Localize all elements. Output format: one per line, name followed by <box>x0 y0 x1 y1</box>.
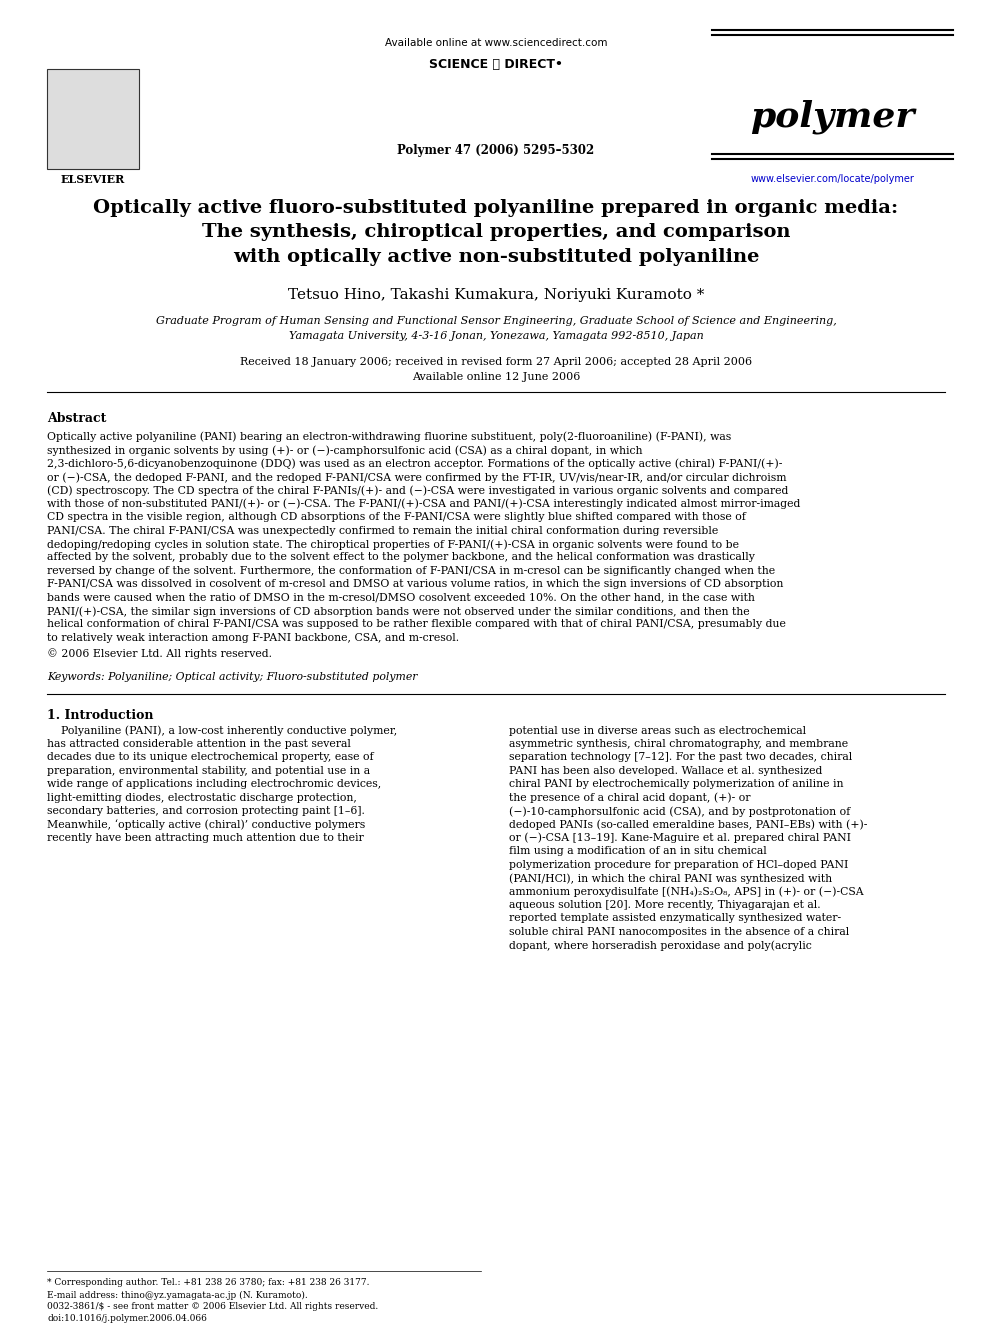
Text: or (−)-CSA [13–19]. Kane-Maguire et al. prepared chiral PANI: or (−)-CSA [13–19]. Kane-Maguire et al. … <box>510 832 851 843</box>
Text: polymerization procedure for preparation of HCl–doped PANI: polymerization procedure for preparation… <box>510 860 849 869</box>
Text: 1. Introduction: 1. Introduction <box>47 709 154 722</box>
Text: dedoped PANIs (so-called emeraldine bases, PANI–EBs) with (+)-: dedoped PANIs (so-called emeraldine base… <box>510 819 868 830</box>
Text: Tetsuo Hino, Takashi Kumakura, Noriyuki Kuramoto *: Tetsuo Hino, Takashi Kumakura, Noriyuki … <box>288 288 704 302</box>
Text: with those of non-substituted PANI/(+)- or (−)-CSA. The F-PANI/(+)-CSA and PANI/: with those of non-substituted PANI/(+)- … <box>47 499 801 509</box>
Text: Available online at www.sciencedirect.com: Available online at www.sciencedirect.co… <box>385 38 607 48</box>
FancyBboxPatch shape <box>47 70 139 169</box>
Text: PANI has been also developed. Wallace et al. synthesized: PANI has been also developed. Wallace et… <box>510 766 822 775</box>
Text: synthesized in organic solvents by using (+)- or (−)-camphorsulfonic acid (CSA) : synthesized in organic solvents by using… <box>47 445 643 455</box>
Text: Yamagata University, 4-3-16 Jonan, Yonezawa, Yamagata 992-8510, Japan: Yamagata University, 4-3-16 Jonan, Yonez… <box>289 331 703 340</box>
Text: Received 18 January 2006; received in revised form 27 April 2006; accepted 28 Ap: Received 18 January 2006; received in re… <box>240 357 752 368</box>
Text: polymer: polymer <box>750 99 915 134</box>
Text: or (−)-CSA, the dedoped F-PANI, and the redoped F-PANI/CSA were confirmed by the: or (−)-CSA, the dedoped F-PANI, and the … <box>47 472 787 483</box>
Text: bands were caused when the ratio of DMSO in the m-cresol/DMSO cosolvent exceeded: bands were caused when the ratio of DMSO… <box>47 593 755 602</box>
Text: ammonium peroxydisulfate [(NH₄)₂S₂O₈, APS] in (+)- or (−)-CSA: ammonium peroxydisulfate [(NH₄)₂S₂O₈, AP… <box>510 886 864 897</box>
Text: recently have been attracting much attention due to their: recently have been attracting much atten… <box>47 832 364 843</box>
Text: reported template assisted enzymatically synthesized water-: reported template assisted enzymatically… <box>510 913 841 923</box>
Text: PANI/(+)-CSA, the similar sign inversions of CD absorption bands were not observ: PANI/(+)-CSA, the similar sign inversion… <box>47 606 750 617</box>
Text: Polymer 47 (2006) 5295–5302: Polymer 47 (2006) 5295–5302 <box>398 144 594 157</box>
Text: Graduate Program of Human Sensing and Functional Sensor Engineering, Graduate Sc: Graduate Program of Human Sensing and Fu… <box>156 316 836 325</box>
Text: chiral PANI by electrochemically polymerization of aniline in: chiral PANI by electrochemically polymer… <box>510 779 844 790</box>
Text: the presence of a chiral acid dopant, (+)- or: the presence of a chiral acid dopant, (+… <box>510 792 751 803</box>
Text: potential use in diverse areas such as electrochemical: potential use in diverse areas such as e… <box>510 725 806 736</box>
Text: (CD) spectroscopy. The CD spectra of the chiral F-PANIs/(+)- and (−)-CSA were in: (CD) spectroscopy. The CD spectra of the… <box>47 486 789 496</box>
Text: 0032-3861/$ - see front matter © 2006 Elsevier Ltd. All rights reserved.: 0032-3861/$ - see front matter © 2006 El… <box>47 1302 378 1311</box>
Text: Optically active fluoro-substituted polyaniline prepared in organic media:: Optically active fluoro-substituted poly… <box>93 198 899 217</box>
Text: CD spectra in the visible region, although CD absorptions of the F-PANI/CSA were: CD spectra in the visible region, althou… <box>47 512 746 523</box>
Text: (PANI/HCl), in which the chiral PANI was synthesized with: (PANI/HCl), in which the chiral PANI was… <box>510 873 832 884</box>
Text: with optically active non-substituted polyaniline: with optically active non-substituted po… <box>233 249 759 266</box>
Text: SCIENCE ⓓ DIRECT•: SCIENCE ⓓ DIRECT• <box>430 58 562 70</box>
Text: Available online 12 June 2006: Available online 12 June 2006 <box>412 372 580 382</box>
Text: ELSEVIER: ELSEVIER <box>61 173 124 185</box>
Text: dedoping/redoping cycles in solution state. The chiroptical properties of F-PANI: dedoping/redoping cycles in solution sta… <box>47 538 739 549</box>
Text: soluble chiral PANI nanocomposites in the absence of a chiral: soluble chiral PANI nanocomposites in th… <box>510 926 850 937</box>
Text: film using a modification of an in situ chemical: film using a modification of an in situ … <box>510 847 767 856</box>
Text: Polyaniline (PANI), a low-cost inherently conductive polymer,: Polyaniline (PANI), a low-cost inherentl… <box>47 725 398 736</box>
Text: Optically active polyaniline (PANI) bearing an electron-withdrawing fluorine sub: Optically active polyaniline (PANI) bear… <box>47 431 731 442</box>
Text: © 2006 Elsevier Ltd. All rights reserved.: © 2006 Elsevier Ltd. All rights reserved… <box>47 648 272 659</box>
Text: (−)-10-camphorsulfonic acid (CSA), and by postprotonation of: (−)-10-camphorsulfonic acid (CSA), and b… <box>510 806 851 816</box>
Text: Abstract: Abstract <box>47 411 106 425</box>
Text: light-emitting diodes, electrostatic discharge protection,: light-emitting diodes, electrostatic dis… <box>47 792 357 803</box>
Text: F-PANI/CSA was dissolved in cosolvent of m-cresol and DMSO at various volume rat: F-PANI/CSA was dissolved in cosolvent of… <box>47 579 784 589</box>
Text: E-mail address: thino@yz.yamagata-ac.jp (N. Kuramoto).: E-mail address: thino@yz.yamagata-ac.jp … <box>47 1290 308 1299</box>
Text: separation technology [7–12]. For the past two decades, chiral: separation technology [7–12]. For the pa… <box>510 753 853 762</box>
Text: wide range of applications including electrochromic devices,: wide range of applications including ele… <box>47 779 381 790</box>
Text: helical conformation of chiral F-PANI/CSA was supposed to be rather flexible com: helical conformation of chiral F-PANI/CS… <box>47 619 786 630</box>
Text: reversed by change of the solvent. Furthermore, the conformation of F-PANI/CSA i: reversed by change of the solvent. Furth… <box>47 566 775 576</box>
Text: * Corresponding author. Tel.: +81 238 26 3780; fax: +81 238 26 3177.: * Corresponding author. Tel.: +81 238 26… <box>47 1278 370 1287</box>
Text: preparation, environmental stability, and potential use in a: preparation, environmental stability, an… <box>47 766 370 775</box>
Text: www.elsevier.com/locate/polymer: www.elsevier.com/locate/polymer <box>750 173 915 184</box>
Text: Meanwhile, ‘optically active (chiral)’ conductive polymers: Meanwhile, ‘optically active (chiral)’ c… <box>47 819 365 831</box>
Text: asymmetric synthesis, chiral chromatography, and membrane: asymmetric synthesis, chiral chromatogra… <box>510 740 848 749</box>
Text: 2,3-dichloro-5,6-dicyanobenzoquinone (DDQ) was used as an electron acceptor. For: 2,3-dichloro-5,6-dicyanobenzoquinone (DD… <box>47 459 783 470</box>
Text: dopant, where horseradish peroxidase and poly(acrylic: dopant, where horseradish peroxidase and… <box>510 941 812 950</box>
Text: Keywords: Polyaniline; Optical activity; Fluoro-substituted polymer: Keywords: Polyaniline; Optical activity;… <box>47 672 418 681</box>
Text: to relatively weak interaction among F-PANI backbone, CSA, and m-cresol.: to relatively weak interaction among F-P… <box>47 632 459 643</box>
Text: decades due to its unique electrochemical property, ease of: decades due to its unique electrochemica… <box>47 753 374 762</box>
Text: aqueous solution [20]. More recently, Thiyagarajan et al.: aqueous solution [20]. More recently, Th… <box>510 900 821 910</box>
Text: The synthesis, chiroptical properties, and comparison: The synthesis, chiroptical properties, a… <box>201 224 791 241</box>
Text: secondary batteries, and corrosion protecting paint [1–6].: secondary batteries, and corrosion prote… <box>47 806 365 816</box>
Text: doi:10.1016/j.polymer.2006.04.066: doi:10.1016/j.polymer.2006.04.066 <box>47 1314 207 1323</box>
Text: has attracted considerable attention in the past several: has attracted considerable attention in … <box>47 740 351 749</box>
Text: affected by the solvent, probably due to the solvent effect to the polymer backb: affected by the solvent, probably due to… <box>47 553 755 562</box>
Text: PANI/CSA. The chiral F-PANI/CSA was unexpectedly confirmed to remain the initial: PANI/CSA. The chiral F-PANI/CSA was unex… <box>47 525 718 536</box>
